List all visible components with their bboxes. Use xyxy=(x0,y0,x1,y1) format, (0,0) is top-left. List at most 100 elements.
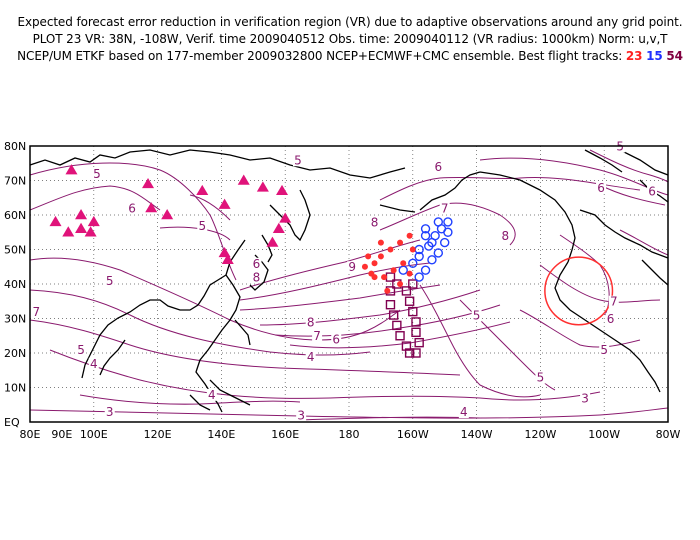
observation-stations xyxy=(49,164,292,265)
track-23-point xyxy=(371,260,378,267)
contour-label-bg xyxy=(347,261,358,274)
track-54-point xyxy=(411,327,421,337)
track-15-point xyxy=(420,224,431,234)
track-23-point xyxy=(381,274,388,281)
coastlines xyxy=(29,149,669,413)
track-54-point xyxy=(414,337,424,348)
lon-tick-label: 180 xyxy=(339,428,360,441)
track-23-point xyxy=(397,281,404,287)
contour-label: 5 xyxy=(473,309,481,323)
lon-tick-label: 120W xyxy=(524,428,556,441)
contour-label-bg xyxy=(433,161,444,174)
contour-label-bg xyxy=(458,406,469,419)
lon-tick-label: 160E xyxy=(271,428,299,441)
track-15-point xyxy=(420,265,431,275)
contour-label: 6 xyxy=(128,202,136,216)
contour-label: 9 xyxy=(348,260,356,274)
contour-label: 7 xyxy=(610,295,618,309)
track-54-point xyxy=(401,341,412,351)
track-54-point xyxy=(408,306,418,317)
contour-label: 4 xyxy=(460,405,468,419)
contour-label-bg xyxy=(88,357,99,370)
contour-label-bg xyxy=(331,333,342,346)
track-15-point xyxy=(427,255,437,265)
track-15-point xyxy=(443,217,453,227)
track-54-point xyxy=(392,320,402,331)
lat-tick-label: 80N xyxy=(4,140,26,153)
vr-circle xyxy=(544,256,614,326)
track-15-point xyxy=(414,272,424,282)
lat-tick-label: 10N xyxy=(4,382,26,395)
contour-label-bg xyxy=(608,295,619,308)
flight-tracks xyxy=(361,217,453,358)
header-line-3: NCEP/UM ETKF based on 177-member 2009032… xyxy=(0,48,700,65)
lat-tick-label: 40N xyxy=(4,278,26,291)
track-23-point xyxy=(406,270,413,277)
contour-label-bg xyxy=(91,168,102,181)
contour-label: 4 xyxy=(208,388,216,402)
contour-label-bg xyxy=(535,371,546,384)
station-marker xyxy=(65,164,78,175)
track-15-legend: 15 xyxy=(646,49,663,63)
contour-label-bg xyxy=(312,330,323,343)
lon-tick-label: 90E xyxy=(51,428,72,441)
contour-label-bg xyxy=(197,219,208,232)
station-marker xyxy=(272,222,285,233)
lat-tick-label: EQ xyxy=(4,416,20,429)
header-line-1: Expected forecast error reduction in ver… xyxy=(17,15,683,29)
lat-tick-label: 20N xyxy=(4,347,26,360)
track-23-point xyxy=(377,239,384,246)
gridlines xyxy=(30,146,668,422)
station-marker xyxy=(237,174,250,185)
contour-label-bg xyxy=(292,154,303,167)
contour-label: 8 xyxy=(307,315,315,329)
map-frame xyxy=(29,145,669,423)
contour-label: 7 xyxy=(313,329,321,343)
track-15-point xyxy=(443,227,453,237)
station-marker xyxy=(161,209,174,220)
lon-tick-label: 80W xyxy=(656,428,681,441)
contour-label: 6 xyxy=(648,184,656,198)
header-line-3-prefix: NCEP/UM ETKF based on 177-member 2009032… xyxy=(17,49,623,63)
contour-label-bg xyxy=(206,388,217,401)
contour-label-bg xyxy=(369,216,380,229)
track-54-point xyxy=(404,348,415,358)
contour-label-bg xyxy=(104,406,115,419)
contour-label-bg xyxy=(104,275,115,287)
contour-label: 3 xyxy=(297,409,305,423)
lon-tick-label: 140E xyxy=(207,428,235,441)
contour-label-bg xyxy=(500,230,511,243)
track-15-point xyxy=(433,217,444,227)
verification-region xyxy=(544,256,614,326)
track-23-point xyxy=(397,239,404,246)
lon-tick-label: 160W xyxy=(397,428,429,441)
contour-label-bg xyxy=(305,316,316,329)
track-15-point xyxy=(433,248,444,258)
figure-header: Expected forecast error reduction in ver… xyxy=(0,14,700,65)
track-23-point xyxy=(387,246,394,253)
station-marker xyxy=(87,215,100,227)
station-marker xyxy=(256,181,269,192)
contour-label-bg xyxy=(471,309,482,322)
contour-label: 5 xyxy=(93,167,101,181)
track-54-point xyxy=(395,331,405,341)
contour-label: 7 xyxy=(33,305,41,319)
contour-label: 5 xyxy=(198,219,206,233)
contour-label: 8 xyxy=(371,215,379,229)
station-marker xyxy=(221,253,234,265)
track-23-point xyxy=(390,267,397,274)
station-marker xyxy=(142,177,155,189)
track-15-point xyxy=(440,237,450,248)
station-marker xyxy=(196,184,209,196)
lon-tick-label: 100W xyxy=(588,428,620,441)
track-23-point xyxy=(377,253,384,260)
contour-label-bg xyxy=(251,257,262,270)
station-marker xyxy=(218,198,231,209)
station-marker xyxy=(49,215,62,227)
contour-label: 4 xyxy=(307,350,315,364)
contour-label: 5 xyxy=(600,343,608,357)
track-23-legend: 23 xyxy=(625,49,643,63)
lon-tick-label: 120E xyxy=(144,428,172,441)
map-axes: EQ 10N 20N 30N 40N 50N 60N 70N 80N 80E 90E 100E 120E… xyxy=(4,140,681,441)
lon-tick-label: 140W xyxy=(461,428,493,441)
